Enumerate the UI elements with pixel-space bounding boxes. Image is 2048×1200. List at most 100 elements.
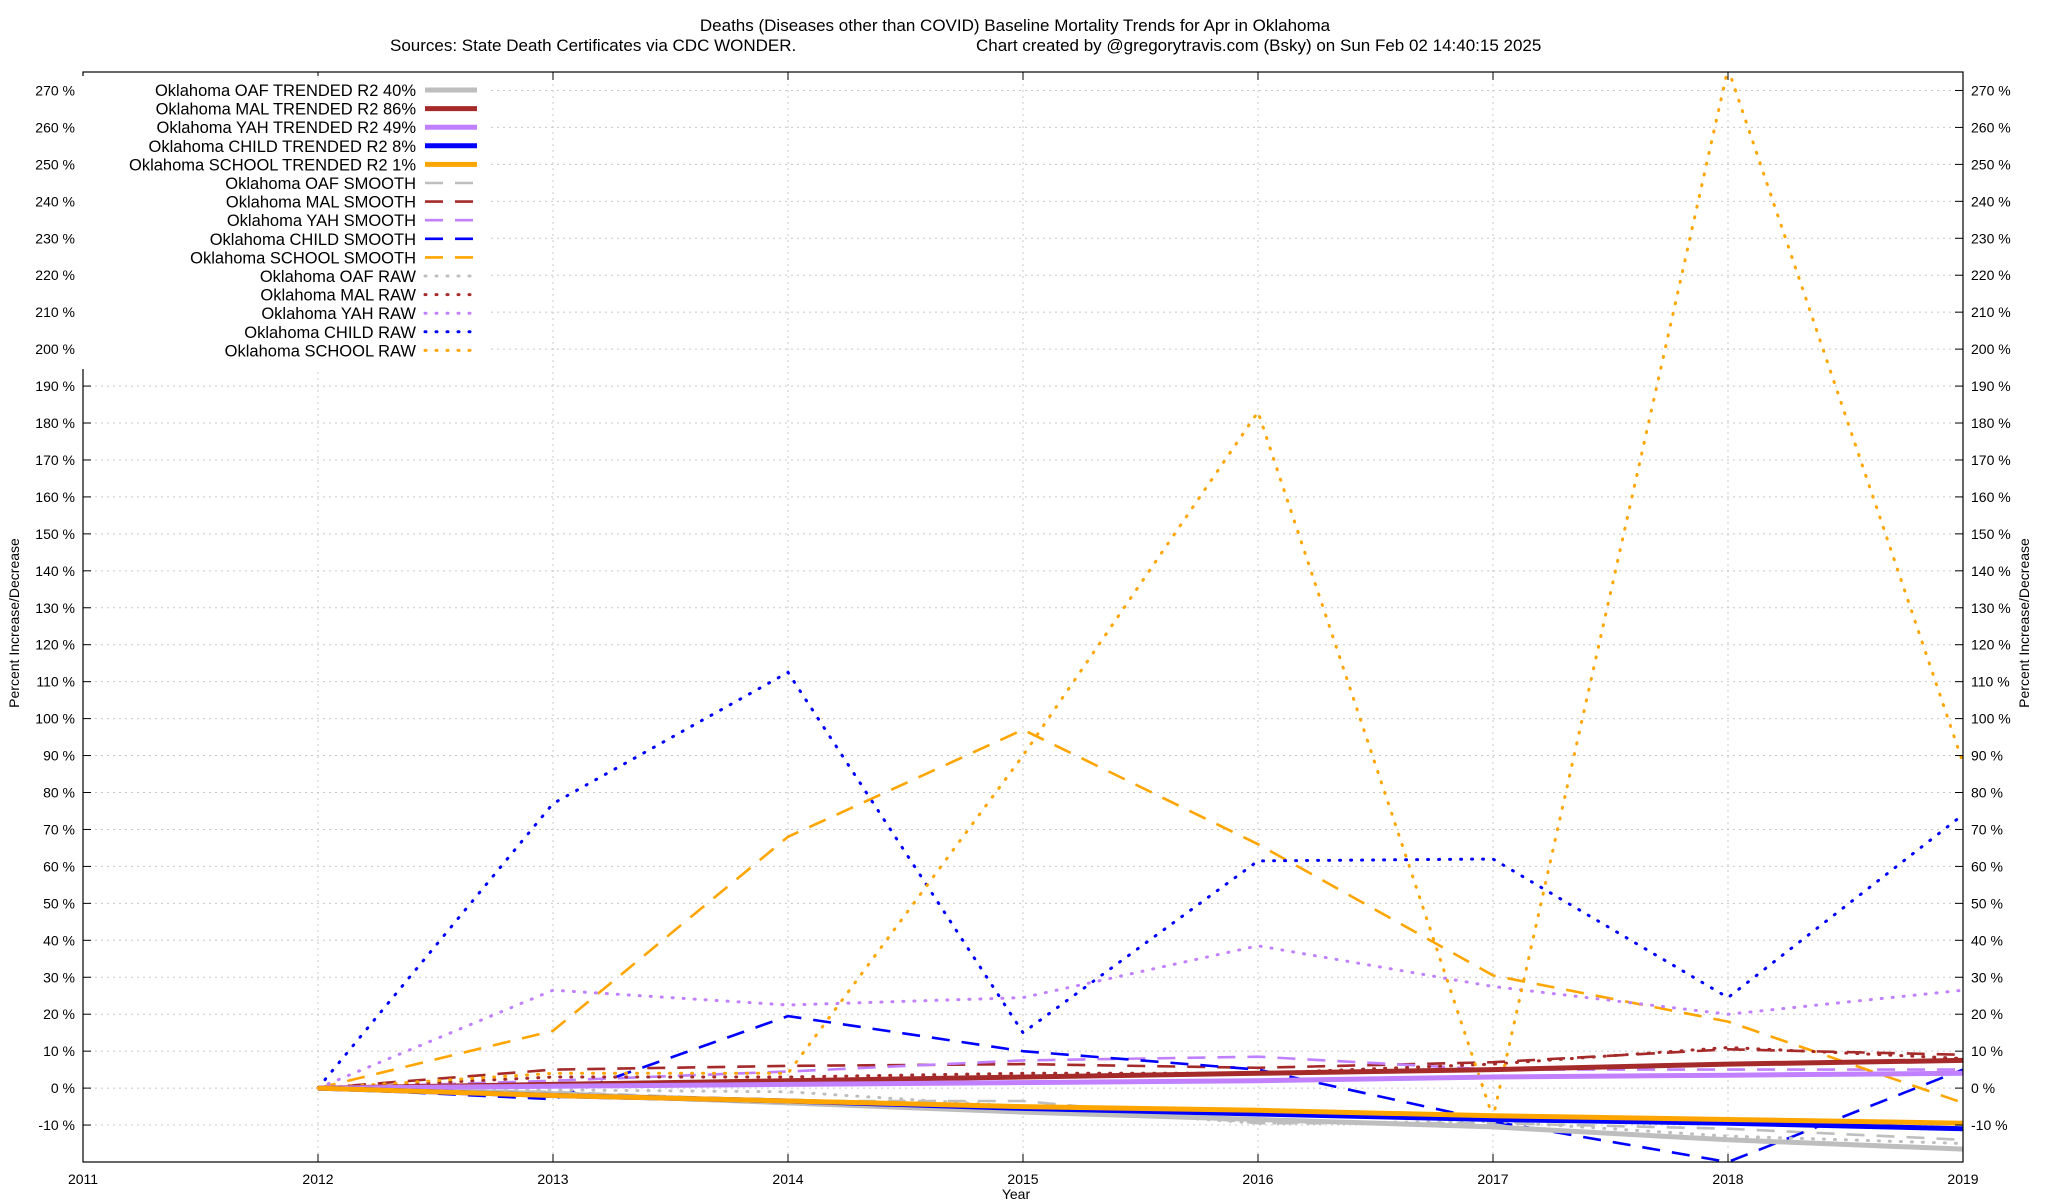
y-tick-label-right: 230 % <box>1971 230 2011 246</box>
chart-subtitle-sources: Sources: State Death Certificates via CD… <box>390 36 796 55</box>
y-tick-label-left: 90 % <box>43 748 75 764</box>
y-tick-label-left: 270 % <box>35 82 75 98</box>
y-tick-label-left: 150 % <box>35 526 75 542</box>
y-tick-label-left: 190 % <box>35 378 75 394</box>
legend-label: Oklahoma MAL RAW <box>260 287 416 305</box>
chart-title: Deaths (Diseases other than COVID) Basel… <box>700 16 1331 35</box>
y-tick-label-left: 230 % <box>35 230 75 246</box>
legend-label: Oklahoma SCHOOL TRENDED R2 1% <box>129 156 416 174</box>
y-tick-label-right: 10 % <box>1971 1043 2003 1059</box>
y-tick-label-right: 150 % <box>1971 526 2011 542</box>
legend-background <box>76 76 488 369</box>
y-tick-label-right: 20 % <box>1971 1006 2003 1022</box>
legend-label: Oklahoma OAF RAW <box>260 268 417 286</box>
y-tick-label-left: 260 % <box>35 119 75 135</box>
y-tick-label-right: 100 % <box>1971 711 2011 727</box>
y-tick-label-left: 100 % <box>35 711 75 727</box>
y-tick-label-left: 40 % <box>43 932 75 948</box>
series-line-oklahoma-school-raw <box>316 72 1963 1124</box>
x-tick-label: 2016 <box>1242 1171 1273 1187</box>
y-tick-label-right: 30 % <box>1971 969 2003 985</box>
y-tick-label-left: 70 % <box>43 821 75 837</box>
legend-label: Oklahoma CHILD RAW <box>244 324 416 342</box>
series-line-oklahoma-mal-smooth <box>317 1047 1963 1090</box>
legend-label: Oklahoma CHILD SMOOTH <box>210 231 416 249</box>
y-tick-label-left: 170 % <box>35 452 75 468</box>
legend-label: Oklahoma YAH SMOOTH <box>227 212 416 230</box>
legend-label: Oklahoma OAF TRENDED R2 40% <box>155 82 416 100</box>
y-tick-label-left: 10 % <box>43 1043 75 1059</box>
legend-label: Oklahoma MAL TRENDED R2 86% <box>156 101 417 119</box>
y-tick-label-left: 60 % <box>43 858 75 874</box>
y-tick-label-left: 180 % <box>35 415 75 431</box>
y-tick-label-right: 160 % <box>1971 489 2011 505</box>
x-tick-label: 2019 <box>1947 1171 1978 1187</box>
y-tick-label-left: 80 % <box>43 785 75 801</box>
legend-label: Oklahoma SCHOOL SMOOTH <box>190 249 416 267</box>
x-axis-label: Year <box>1002 1186 1031 1200</box>
x-tick-label: 2011 <box>68 1171 98 1187</box>
series-line-oklahoma-school-smooth <box>317 728 1963 1105</box>
y-tick-label-right: 120 % <box>1971 637 2011 653</box>
y-tick-label-right: 240 % <box>1971 193 2011 209</box>
legend-label: Oklahoma YAH TRENDED R2 49% <box>156 119 416 137</box>
y-axis-label-left: Percent Increase/Decrease <box>6 538 22 708</box>
y-tick-label-right: 260 % <box>1971 119 2011 135</box>
y-tick-label-left: 210 % <box>35 304 75 320</box>
legend-label: Oklahoma MAL SMOOTH <box>226 194 416 212</box>
x-tick-label: 2015 <box>1007 1171 1038 1187</box>
y-tick-label-right: 180 % <box>1971 415 2011 431</box>
series-line-oklahoma-oaf-raw <box>316 1086 1963 1145</box>
legend-label: Oklahoma OAF SMOOTH <box>225 175 416 193</box>
x-tick-label: 2013 <box>537 1171 568 1187</box>
y-tick-label-left: 0 % <box>51 1080 75 1096</box>
y-tick-label-right: 0 % <box>1971 1080 1995 1096</box>
y-tick-label-right: -10 % <box>1971 1117 2008 1133</box>
y-tick-label-left: 200 % <box>35 341 75 357</box>
y-tick-label-left: 160 % <box>35 489 75 505</box>
y-tick-label-left: 220 % <box>35 267 75 283</box>
y-tick-label-right: 220 % <box>1971 267 2011 283</box>
y-tick-label-right: 50 % <box>1971 895 2003 911</box>
legend-label: Oklahoma YAH RAW <box>261 305 416 323</box>
y-tick-label-right: 130 % <box>1971 600 2011 616</box>
series-line-oklahoma-mal-raw <box>316 1045 1963 1090</box>
legend-label: Oklahoma CHILD TRENDED R2 8% <box>149 138 417 156</box>
series-line-oklahoma-yah-smooth <box>317 1055 1963 1090</box>
y-tick-label-left: 130 % <box>35 600 75 616</box>
y-tick-label-right: 200 % <box>1971 341 2011 357</box>
y-axis-label-right: Percent Increase/Decrease <box>2016 538 2032 708</box>
y-tick-label-right: 60 % <box>1971 858 2003 874</box>
legend: Oklahoma OAF TRENDED R2 40%Oklahoma MAL … <box>76 76 488 369</box>
y-tick-label-right: 90 % <box>1971 748 2003 764</box>
y-tick-label-right: 140 % <box>1971 563 2011 579</box>
y-tick-label-right: 210 % <box>1971 304 2011 320</box>
axes: -10 % -10 % 0 % 0 % 10 % 10 % 20 % 20 % 30 % 30 %… <box>35 71 2011 1187</box>
y-tick-label-right: 110 % <box>1971 674 2010 690</box>
y-tick-label-right: 250 % <box>1971 156 2011 172</box>
x-tick-label: 2012 <box>302 1171 333 1187</box>
y-tick-label-left: 110 % <box>36 674 75 690</box>
y-tick-label-left: 240 % <box>35 193 75 209</box>
series-line-oklahoma-school-trended-r2-1 <box>317 1085 1963 1126</box>
series-line-oklahoma-yah-trended-r2-49 <box>317 1070 1963 1091</box>
series-layer <box>316 72 1963 1162</box>
y-tick-label-left: 20 % <box>43 1006 75 1022</box>
y-tick-label-right: 190 % <box>1971 378 2011 394</box>
y-tick-label-right: 270 % <box>1971 82 2011 98</box>
y-tick-label-right: 40 % <box>1971 932 2003 948</box>
y-tick-label-left: 250 % <box>35 156 75 172</box>
y-tick-label-left: 140 % <box>35 563 75 579</box>
x-tick-label: 2014 <box>772 1171 803 1187</box>
y-tick-label-left: 50 % <box>43 895 75 911</box>
y-tick-label-right: 80 % <box>1971 785 2003 801</box>
y-tick-label-right: 70 % <box>1971 821 2003 837</box>
legend-label: Oklahoma SCHOOL RAW <box>225 342 417 360</box>
chart-subtitle-credit: Chart created by @gregorytravis.com (Bsk… <box>976 36 1541 55</box>
x-tick-label: 2018 <box>1712 1171 1743 1187</box>
plot-border <box>82 71 1964 1163</box>
x-tick-label: 2017 <box>1477 1171 1508 1187</box>
y-tick-label-left: -10 % <box>38 1117 75 1133</box>
y-tick-label-right: 170 % <box>1971 452 2011 468</box>
